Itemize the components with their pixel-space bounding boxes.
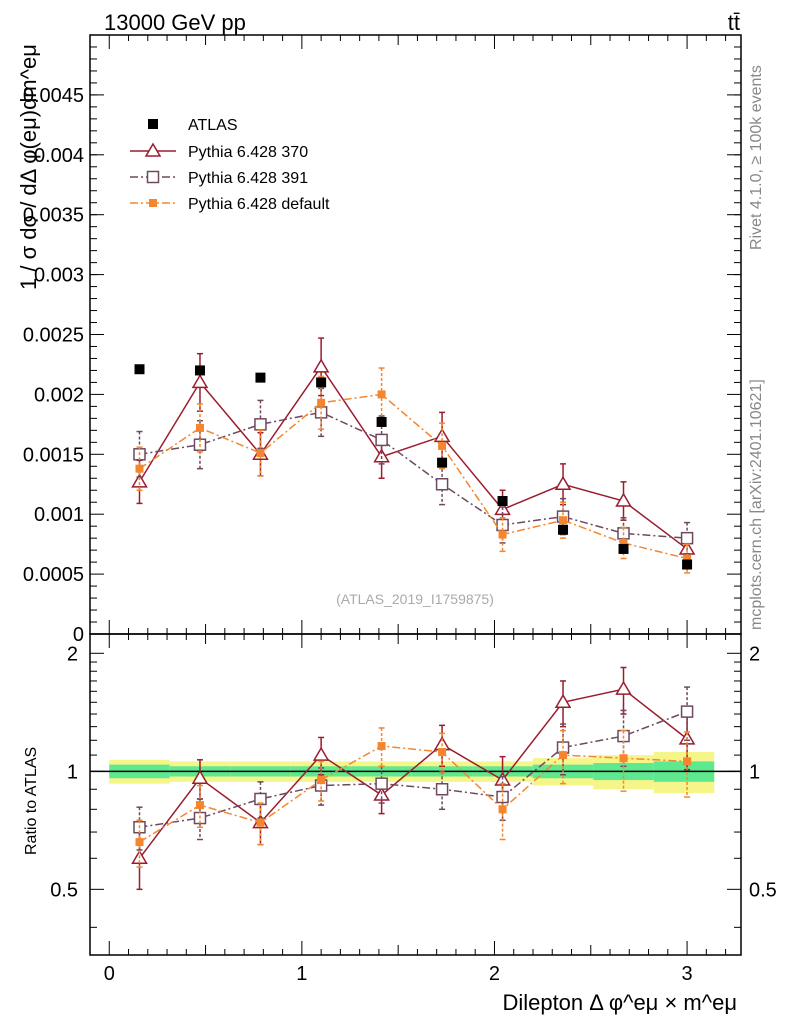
- ratio-p370-point: [615, 680, 632, 695]
- ratio-pdefault-point: [438, 748, 447, 757]
- ratio-p391-line: [139, 710, 688, 828]
- main-pdefault-point: [683, 554, 692, 563]
- ratio-p370-point: [312, 746, 330, 761]
- ratio-pdefault-line: [139, 745, 688, 843]
- legend: ATLAS Pythia 6.428 370 Pythia 6.428 391 Pyt…: [130, 117, 330, 213]
- main-p370-point: [554, 475, 572, 490]
- main-panel-series: [131, 337, 696, 574]
- main-pdefault-point: [559, 516, 568, 525]
- main-y-tick-label: 0.0015: [23, 444, 84, 466]
- main-pdefault-point: [438, 441, 447, 450]
- ratio-y-tick-label: 2: [67, 643, 78, 665]
- ratio-uncertainty-band: [90, 752, 741, 794]
- main-p391-point: [435, 478, 449, 491]
- main-atlas-point: [682, 559, 693, 570]
- legend-p370-marker: [144, 142, 162, 157]
- ratio-y-tick-label-right: 0.5: [749, 879, 777, 901]
- legend-p391-marker: [146, 170, 160, 184]
- x-tick-label: 3: [682, 963, 693, 985]
- main-p391-point: [375, 433, 388, 447]
- ratio-p391-point: [680, 705, 694, 718]
- ratio-p370-line: [138, 688, 688, 859]
- main-atlas-point: [558, 524, 569, 535]
- main-atlas-point: [194, 365, 205, 376]
- main-p370-point: [615, 492, 632, 507]
- legend-p391-label: Pythia 6.428 391: [188, 170, 308, 187]
- main-p370-point: [312, 358, 330, 373]
- main-atlas-point: [618, 543, 629, 554]
- ratio-pdefault-point: [619, 754, 628, 763]
- main-atlas-point: [437, 457, 448, 468]
- main-p370-point: [191, 373, 209, 389]
- energy-label: 13000 GeV pp: [104, 10, 246, 35]
- main-pdefault-point: [498, 530, 507, 539]
- main-p370-line: [138, 365, 688, 550]
- main-y-tick-label: 0.001: [34, 504, 84, 526]
- legend-atlas-label: ATLAS: [188, 117, 238, 134]
- main-p370-point: [131, 473, 148, 488]
- legend-pdefault-label: Pythia 6.428 default: [188, 196, 330, 213]
- main-y-tick-label: 0: [73, 624, 84, 646]
- ratio-pdefault-point: [195, 801, 204, 810]
- ratio-pdefault-point: [683, 757, 692, 766]
- main-p391-point: [254, 418, 267, 431]
- ratio-p370-point: [554, 693, 572, 709]
- ratio-pdefault-point: [256, 818, 265, 827]
- ratio-pdefault-point: [135, 838, 144, 847]
- ratio-panel-axes: 0 1 2 3 0.5 0.5 1 1 2 2: [50, 634, 777, 985]
- main-y-tick-label: 0.004: [34, 145, 84, 167]
- main-atlas-point: [316, 377, 327, 388]
- main-p391-line: [139, 411, 688, 539]
- main-atlas-point: [134, 364, 145, 375]
- legend-atlas-marker: [148, 119, 158, 129]
- main-panel-axes: 0 0.0005 0.001 0.0015 0.002 0.0025 0.003 0.0035…: [23, 35, 741, 646]
- main-pdefault-point: [256, 449, 265, 458]
- ratio-y-tick-label: 0.5: [50, 879, 78, 901]
- main-y-tick-label: 0.0045: [23, 85, 84, 107]
- ratio-panel-series: [131, 666, 696, 891]
- ratio-pdefault-point: [377, 742, 386, 751]
- process-label: tt̄: [728, 10, 740, 35]
- x-tick-label: 0: [104, 963, 115, 985]
- ratio-pdefault-point: [559, 751, 568, 760]
- main-pdefault-point: [317, 398, 326, 407]
- rivet-version-label: Rivet 4.1.0, ≥ 100k events: [748, 65, 765, 250]
- ratio-y-tick-label-right: 1: [749, 761, 760, 783]
- main-y-axis-label: 1 / σ dσ / dΔ φ(eμ)dm^eμ: [16, 44, 41, 290]
- ratio-y-axis-label: Ratio to ATLAS: [23, 747, 40, 855]
- ratio-panel-frame: [89, 633, 742, 956]
- main-atlas-point: [255, 372, 266, 383]
- main-atlas-point: [376, 416, 387, 427]
- ratio-y-tick-label: 1: [67, 761, 78, 783]
- x-axis-label: Dilepton Δ φ^eμ × m^eμ: [502, 990, 737, 1015]
- main-y-tick-label: 0.0035: [23, 205, 84, 227]
- main-pdefault-point: [377, 390, 386, 399]
- main-y-tick-label: 0.003: [34, 265, 84, 287]
- x-tick-label: 1: [296, 963, 307, 985]
- main-y-tick-label: 0.0025: [23, 325, 84, 347]
- ratio-p370-point: [191, 769, 209, 785]
- x-tick-label: 2: [489, 963, 500, 985]
- main-y-tick-label: 0.002: [34, 384, 84, 406]
- analysis-watermark: (ATLAS_2019_I1759875): [336, 591, 494, 607]
- main-pdefault-point: [195, 423, 204, 432]
- legend-p370-label: Pythia 6.428 370: [188, 144, 308, 161]
- ratio-p391-point: [435, 783, 449, 796]
- main-p391-point: [680, 531, 694, 545]
- ratio-y-tick-label-right: 2: [749, 643, 760, 665]
- main-pdefault-point: [135, 464, 144, 473]
- main-y-tick-label: 0.0005: [23, 564, 84, 586]
- ratio-pdefault-point: [317, 776, 326, 785]
- main-pdefault-line: [139, 393, 688, 560]
- main-atlas-point: [497, 496, 508, 507]
- legend-pdefault-marker: [149, 199, 157, 207]
- main-pdefault-point: [619, 538, 628, 547]
- ratio-pdefault-point: [498, 805, 507, 814]
- mcplots-label: mcplots.cern.ch [arXiv:2401.10621]: [748, 379, 765, 630]
- ratio-p391-point: [375, 777, 388, 790]
